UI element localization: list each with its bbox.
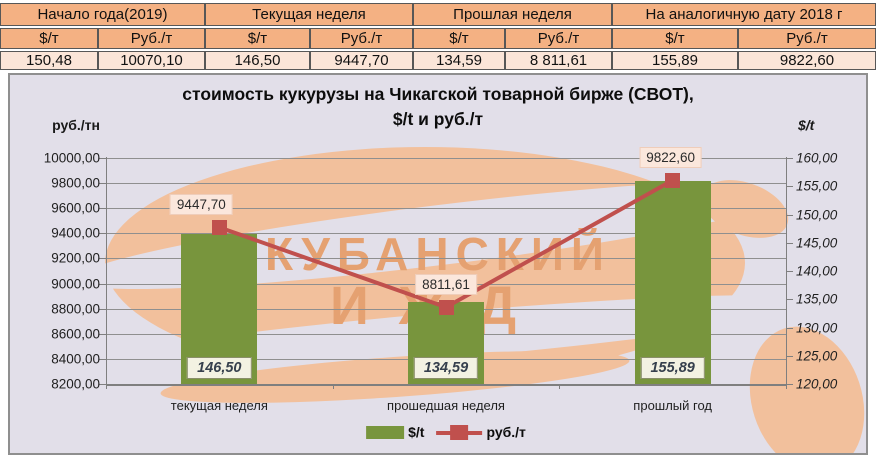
left-axis-unit-label: руб./тн [52, 117, 100, 133]
line-marker [211, 219, 227, 235]
line-legend-swatch [436, 424, 483, 440]
right-axis-tick [786, 186, 793, 188]
left-axis-tick-label: 9600,00 [51, 200, 100, 216]
left-axis-tick-label: 9800,00 [51, 175, 100, 191]
table-value-row: 150,48 10070,10 146,50 9447,70 134,59 8 … [0, 51, 876, 70]
left-axis-tick-label: 8600,00 [51, 326, 100, 342]
left-axis-tick-label: 9400,00 [51, 225, 100, 241]
right-axis-tick [786, 214, 793, 216]
unit-cell-rub: Руб./т [310, 28, 413, 49]
table-unit-row: $/т Руб./т $/т Руб./т $/т Руб./т $/т Руб… [0, 28, 876, 49]
category-axis-line [106, 384, 786, 386]
right-axis-unit-label: $/t [798, 117, 815, 133]
value-same-date-2018-rub: 9822,60 [738, 51, 876, 70]
right-axis-line [786, 157, 787, 388]
unit-cell-usd: $/т [612, 28, 738, 49]
right-axis-tick [786, 327, 793, 329]
table-group-header-row: Начало года(2019) Текущая неделя Прошлая… [0, 3, 876, 26]
value-current-week-rub: 9447,70 [310, 51, 413, 70]
left-axis-tick-label: 8800,00 [51, 301, 100, 317]
right-axis-tick-label: 160,00 [796, 150, 838, 166]
category-axis-tick [559, 384, 561, 389]
right-axis-tick-label: 140,00 [796, 263, 838, 279]
group-header-last-week: Прошлая неделя [413, 3, 612, 26]
bar-value-label: 146,50 [187, 357, 252, 379]
group-header-same-date-2018: На аналогичную дату 2018 г [612, 3, 876, 26]
left-axis-tick [99, 158, 106, 159]
category-axis-tick [106, 384, 107, 389]
legend-item-bar-series: $/t [366, 424, 424, 440]
value-last-week-usd: 134,59 [413, 51, 505, 70]
category-label: прошлый год [633, 398, 713, 413]
group-header-year-start: Начало года(2019) [0, 3, 205, 26]
right-axis-tick-label: 130,00 [796, 320, 838, 335]
left-axis-tick-label: 9200,00 [51, 250, 100, 266]
left-axis-line [106, 157, 107, 388]
category-label: прошедшая неделя [387, 398, 505, 413]
right-axis-tick-label: 135,00 [796, 291, 838, 307]
value-last-week-rub: 8 811,61 [505, 51, 612, 70]
right-axis-tick [786, 355, 793, 357]
value-year-start-rub: 10070,10 [98, 51, 205, 70]
left-axis-tick-label: 9000,00 [51, 276, 100, 292]
left-axis-tick-label: 10000,00 [43, 150, 100, 166]
corn-price-chart: КУБАНСКИЙ ИЖД стоимость кукурузы на Чика… [8, 73, 868, 455]
left-axis-tick-label: 8400,00 [51, 351, 100, 367]
line-value-label: 9447,70 [169, 193, 233, 215]
line-marker [438, 299, 454, 315]
unit-cell-rub: Руб./т [738, 28, 876, 49]
bar-legend-swatch [366, 425, 405, 439]
right-axis-tick [786, 158, 793, 159]
bar-прошлый год [634, 181, 711, 384]
left-axis-tick [99, 233, 106, 235]
bar-value-label: 155,89 [640, 357, 705, 379]
left-axis-tick [99, 283, 106, 285]
right-axis-tick [786, 384, 793, 385]
value-same-date-2018-usd: 155,89 [612, 51, 738, 70]
chart-title-line2: $/t и руб./т [392, 109, 484, 129]
category-axis-tick [332, 384, 334, 389]
value-current-week-usd: 146,50 [205, 51, 310, 70]
line-marker [665, 172, 681, 188]
chart-legend: $/t руб./т [366, 424, 526, 440]
chart-title: стоимость кукурузы на Чикагской товарной… [10, 82, 866, 132]
right-axis-tick-label: 145,00 [796, 235, 838, 251]
unit-cell-rub: Руб./т [505, 28, 612, 49]
right-axis-tick [786, 271, 793, 272]
legend-item-line-series: руб./т [436, 424, 526, 440]
value-year-start-usd: 150,48 [0, 51, 98, 70]
left-axis-tick [99, 358, 106, 360]
unit-cell-usd: $/т [0, 28, 98, 49]
left-axis-tick-label: 8200,00 [51, 376, 100, 392]
line-value-label: 8811,61 [415, 273, 477, 295]
chart-title-line1: стоимость кукурузы на Чикагской товарной… [182, 84, 694, 104]
unit-cell-rub: Руб./т [98, 28, 205, 49]
left-axis-tick [99, 208, 106, 210]
left-axis-tick [99, 183, 106, 185]
category-label: текущая неделя [170, 398, 268, 413]
right-axis-tick [786, 299, 793, 301]
left-axis-tick [99, 258, 106, 260]
right-axis-tick-label: 120,00 [796, 376, 838, 392]
right-axis-tick-label: 150,00 [796, 207, 838, 222]
unit-cell-usd: $/т [413, 28, 505, 49]
legend-label: руб./т [486, 424, 526, 440]
right-axis-tick-label: 155,00 [796, 178, 838, 194]
bar-value-label: 134,59 [413, 357, 479, 379]
unit-cell-usd: $/т [205, 28, 310, 49]
left-axis-tick [99, 333, 106, 335]
category-axis-tick [786, 384, 787, 389]
group-header-current-week: Текущая неделя [205, 3, 413, 26]
right-axis-tick-label: 125,00 [796, 348, 838, 364]
line-value-label: 9822,60 [639, 146, 703, 168]
legend-label: $/t [408, 424, 425, 440]
right-axis-tick [786, 242, 793, 244]
left-axis-tick [99, 308, 106, 310]
left-axis-tick [99, 384, 106, 385]
price-table: Начало года(2019) Текущая неделя Прошлая… [0, 3, 876, 70]
